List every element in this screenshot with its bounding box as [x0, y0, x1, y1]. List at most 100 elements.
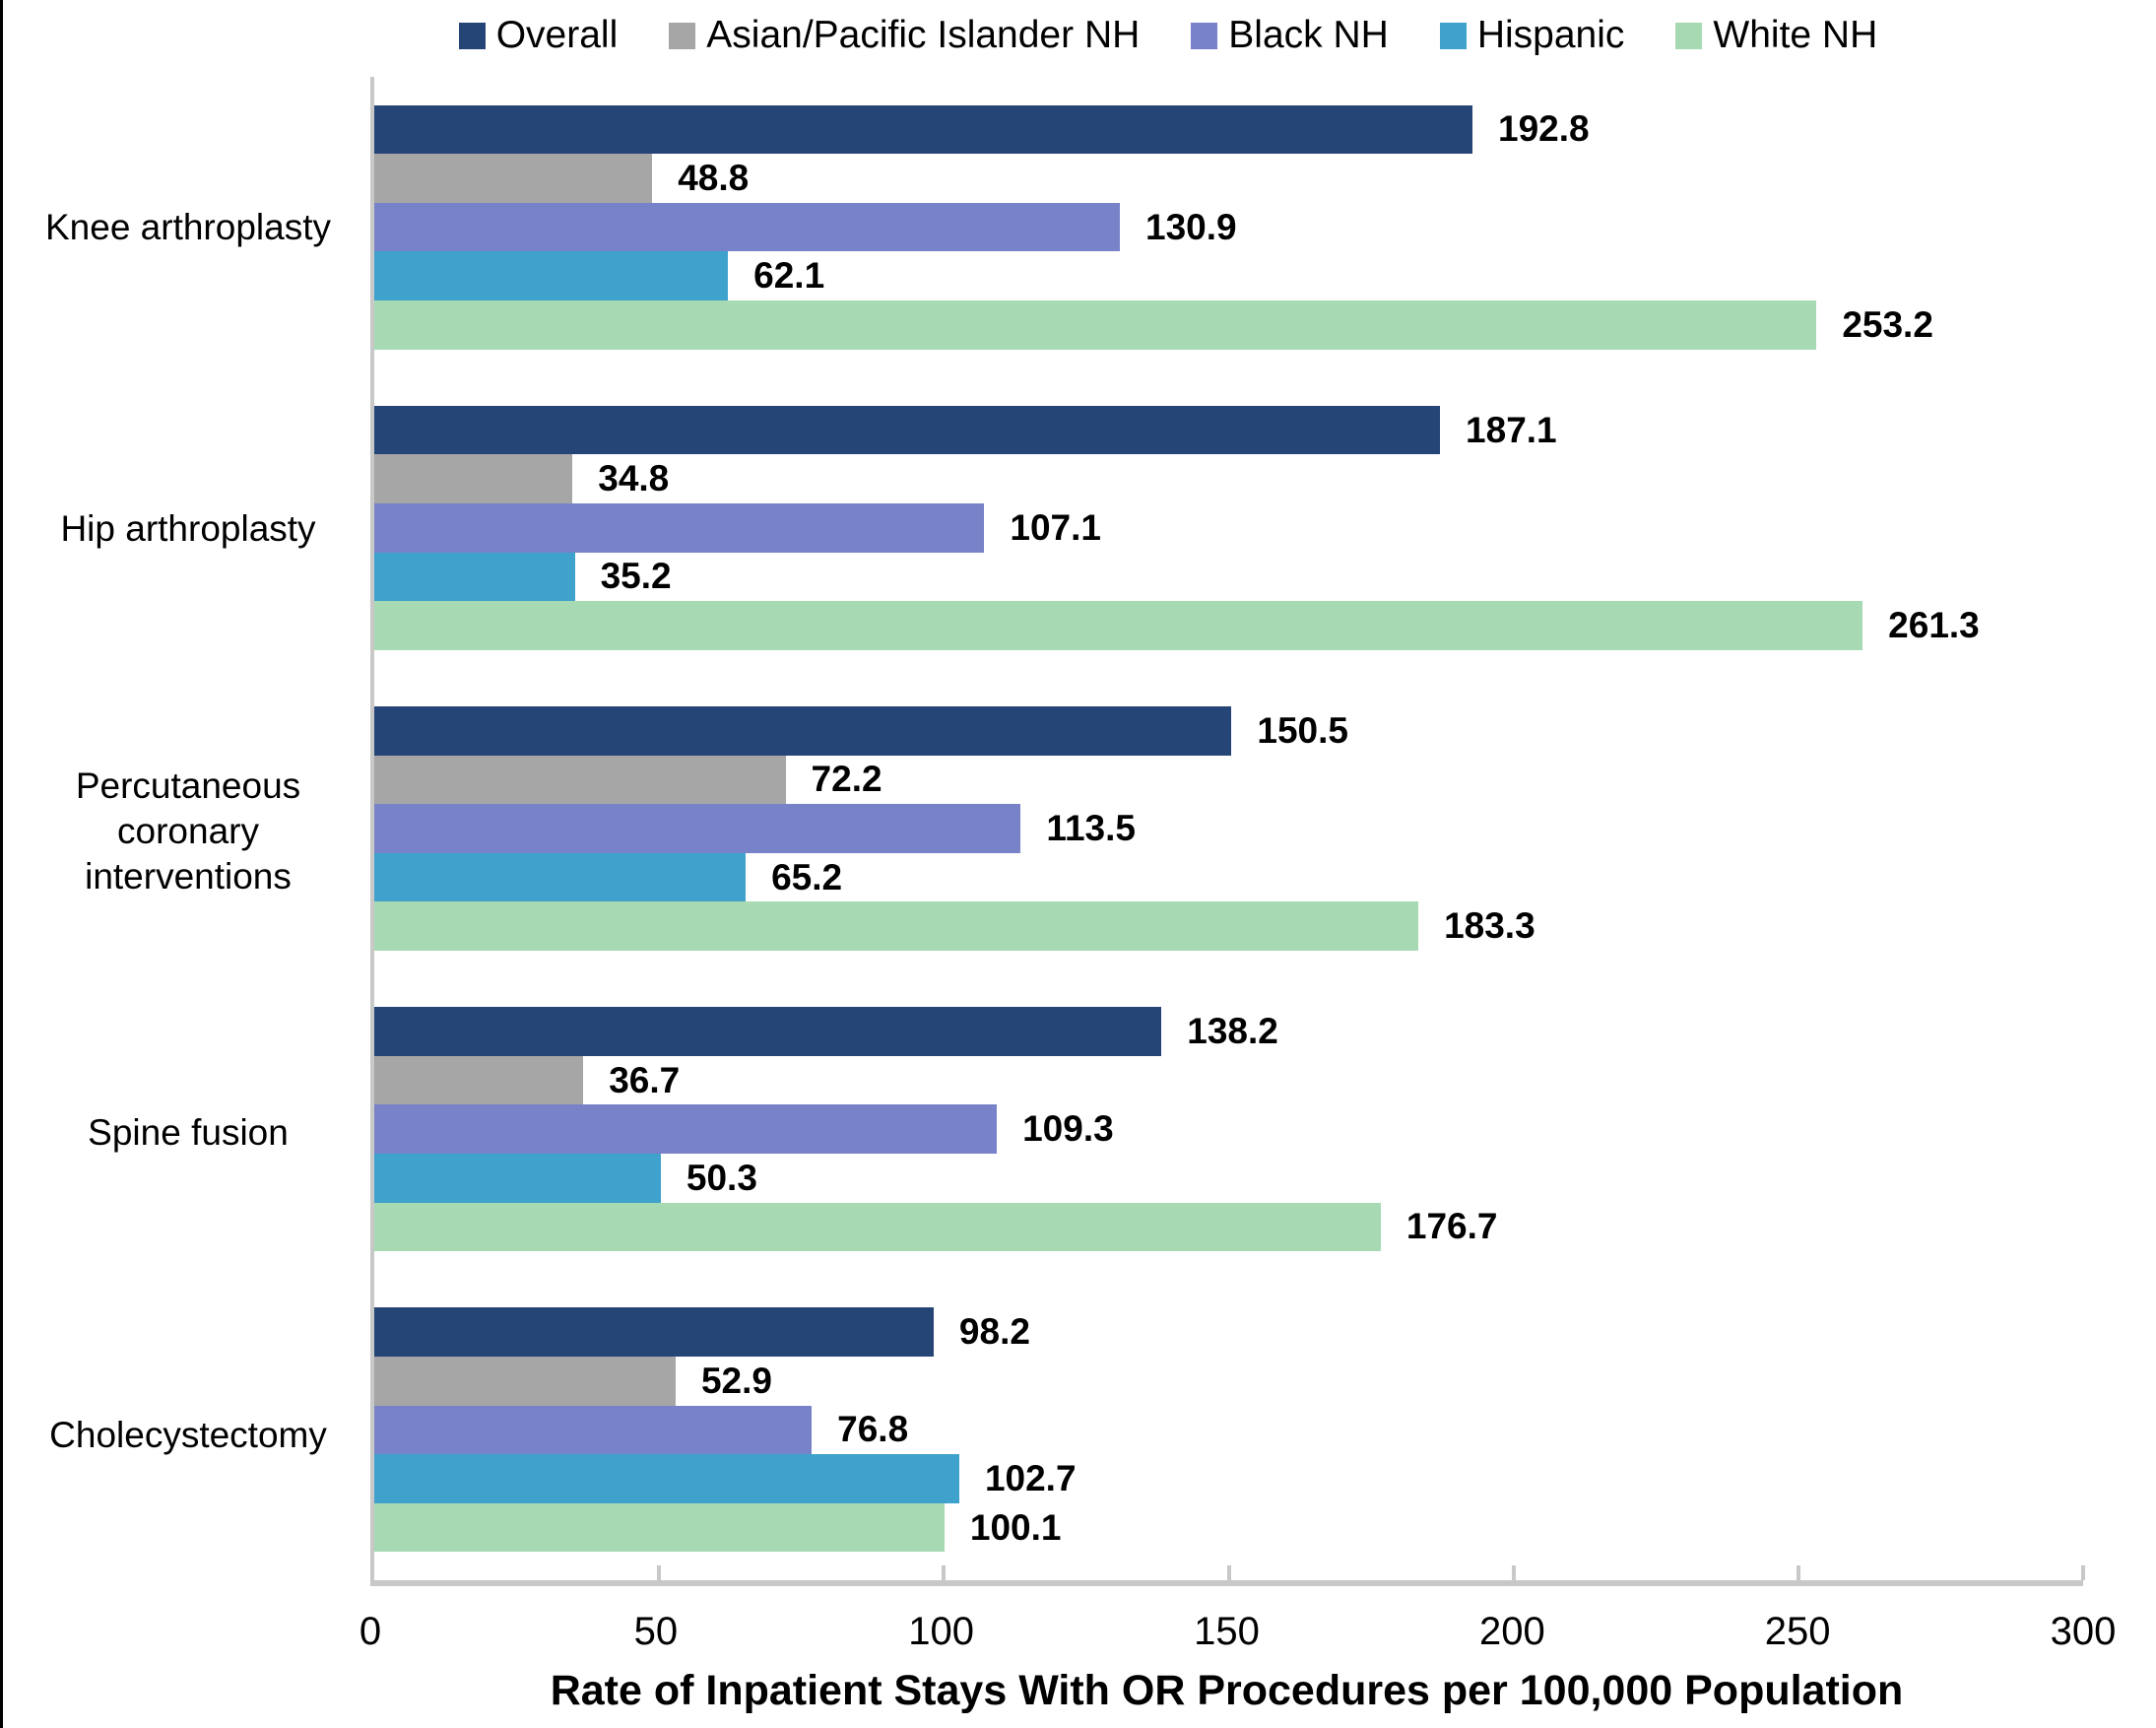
- bar-asian-pacific-islander-nh: [374, 755, 786, 805]
- x-axis-tick-label: 200: [1478, 1610, 1545, 1653]
- bar-asian-pacific-islander-nh: [374, 454, 573, 503]
- legend-swatch-hispanic: [1439, 22, 1467, 49]
- category-label-hip-arthroplasty: Hip arthroplasty: [60, 508, 316, 550]
- bar-group-knee-arthroplasty: 192.8 48.8 130.9 62.1 253.2: [374, 77, 2083, 377]
- legend-label-white-nh: White NH: [1713, 14, 1878, 56]
- x-axis-tick: [2081, 1565, 2085, 1580]
- bar-value-label: 36.7: [609, 1059, 681, 1100]
- bar-row-white-nh: 183.3: [374, 901, 2083, 951]
- bar-row-hispanic: 65.2: [374, 852, 2083, 902]
- x-axis-tick: [657, 1565, 662, 1580]
- bar-white-nh: [374, 299, 1817, 350]
- bar-black-nh: [374, 202, 1121, 252]
- x-axis-tick-label: 100: [908, 1610, 975, 1653]
- bar-white-nh: [374, 601, 1863, 650]
- plot-area: 192.8 48.8 130.9 62.1 253.2 187.1 34.8 107.1 35.…: [370, 77, 2085, 1586]
- category-labels: Knee arthroplasty Hip arthroplasty Percuta…: [6, 77, 370, 1586]
- x-axis-tick-label: 150: [1194, 1610, 1260, 1653]
- bar-row-asian-pacific-islander-nh: 48.8: [374, 154, 2083, 203]
- bar-hispanic: [374, 852, 747, 902]
- bar-row-black-nh: 76.8: [374, 1405, 2083, 1455]
- bar-value-label: 183.3: [1444, 905, 1535, 947]
- legend-item-asian-pacific-islander-nh: Asian/Pacific Islander NH: [669, 14, 1140, 57]
- bar-value-label: 109.3: [1022, 1108, 1114, 1150]
- bar-value-label: 187.1: [1466, 409, 1557, 450]
- bar-overall: [374, 405, 1441, 455]
- bar-overall: [374, 104, 1473, 155]
- legend: Overall Asian/Pacific Islander NH Black NH…: [3, 14, 2156, 57]
- bar-value-label: 50.3: [686, 1157, 757, 1198]
- category-label-percutaneous-coronary-interventions: Percutaneous coronary interventions: [75, 764, 301, 897]
- bar-hispanic: [374, 1153, 661, 1203]
- legend-swatch-white-nh: [1675, 22, 1703, 49]
- x-axis-tick: [1226, 1565, 1231, 1580]
- x-axis-tick-label: 50: [633, 1610, 679, 1653]
- x-axis-title: Rate of Inpatient Stays With OR Procedur…: [550, 1667, 1904, 1714]
- bar-overall: [374, 1307, 934, 1357]
- legend-swatch-asian-pacific-islander-nh: [669, 22, 696, 49]
- bar-white-nh: [374, 901, 1419, 951]
- bar-hispanic: [374, 552, 575, 602]
- bar-value-label: 150.5: [1257, 709, 1348, 751]
- bar-white-nh: [374, 1202, 1381, 1252]
- legend-item-hispanic: Hispanic: [1439, 14, 1625, 57]
- bar-group-spine-fusion: 138.2 36.7 109.3 50.3 176.7: [374, 979, 2083, 1280]
- bar-overall: [374, 1007, 1162, 1056]
- x-axis-tick: [942, 1565, 947, 1580]
- legend-label-hispanic: Hispanic: [1476, 14, 1625, 56]
- bar-value-label: 138.2: [1187, 1010, 1278, 1051]
- bar-value-label: 72.2: [811, 759, 882, 800]
- bar-value-label: 34.8: [598, 458, 670, 499]
- bar-group-hip-arthroplasty: 187.1 34.8 107.1 35.2 261.3: [374, 377, 2083, 678]
- bar-value-label: 48.8: [678, 158, 750, 198]
- bar-value-label: 65.2: [771, 856, 843, 897]
- bar-black-nh: [374, 804, 1021, 853]
- bar-row-overall: 98.2: [374, 1307, 2083, 1357]
- bar-value-label: 98.2: [958, 1311, 1030, 1353]
- bar-row-overall: 150.5: [374, 705, 2083, 756]
- x-axis-tick-label: 0: [359, 1610, 382, 1653]
- category-label-spine-fusion: Spine fusion: [88, 1112, 289, 1154]
- bar-row-hispanic: 50.3: [374, 1153, 2083, 1203]
- bar-value-label: 253.2: [1842, 303, 1933, 345]
- bar-value-label: 52.9: [700, 1360, 772, 1401]
- bar-row-asian-pacific-islander-nh: 36.7: [374, 1055, 2083, 1105]
- bar-row-overall: 187.1: [374, 405, 2083, 455]
- bar-value-label: 176.7: [1405, 1206, 1498, 1247]
- legend-item-overall: Overall: [458, 14, 619, 57]
- bar-black-nh: [374, 1405, 813, 1455]
- category-label-cholecystectomy: Cholecystectomy: [49, 1414, 327, 1455]
- bar-black-nh: [374, 1104, 998, 1154]
- bar-value-label: 261.3: [1888, 604, 1980, 645]
- bar-value-label: 35.2: [600, 556, 672, 597]
- legend-label-overall: Overall: [495, 14, 619, 56]
- bar-value-label: 130.9: [1145, 206, 1237, 247]
- bar-value-label: 102.7: [984, 1457, 1077, 1498]
- bar-asian-pacific-islander-nh: [374, 154, 653, 203]
- x-axis-tick: [1511, 1565, 1516, 1580]
- bar-asian-pacific-islander-nh: [374, 1055, 584, 1105]
- bar-row-white-nh: 261.3: [374, 601, 2083, 650]
- bar-row-white-nh: 100.1: [374, 1502, 2083, 1553]
- bar-hispanic: [374, 1454, 959, 1503]
- bar-row-hispanic: 35.2: [374, 552, 2083, 602]
- bar-row-black-nh: 130.9: [374, 202, 2083, 252]
- bar-black-nh: [374, 502, 985, 553]
- bar-asian-pacific-islander-nh: [374, 1356, 676, 1406]
- legend-swatch-black-nh: [1191, 22, 1218, 49]
- category-label-knee-arthroplasty: Knee arthroplasty: [44, 207, 331, 248]
- x-axis-tick-label: 250: [1764, 1610, 1831, 1653]
- bar-value-label: 100.1: [969, 1506, 1062, 1548]
- bar-row-overall: 138.2: [374, 1007, 2083, 1056]
- bar-row-asian-pacific-islander-nh: 34.8: [374, 454, 2083, 503]
- bar-row-black-nh: 113.5: [374, 804, 2083, 853]
- bar-row-white-nh: 253.2: [374, 299, 2083, 350]
- bar-row-hispanic: 62.1: [374, 251, 2083, 300]
- bar-row-overall: 192.8: [374, 104, 2083, 155]
- x-axis-tick-label: 300: [2050, 1610, 2117, 1653]
- x-axis-tick: [1796, 1565, 1800, 1580]
- bar-row-black-nh: 107.1: [374, 502, 2083, 553]
- legend-item-white-nh: White NH: [1675, 14, 1877, 57]
- legend-label-asian-pacific-islander-nh: Asian/Pacific Islander NH: [706, 14, 1141, 56]
- bar-row-black-nh: 109.3: [374, 1104, 2083, 1154]
